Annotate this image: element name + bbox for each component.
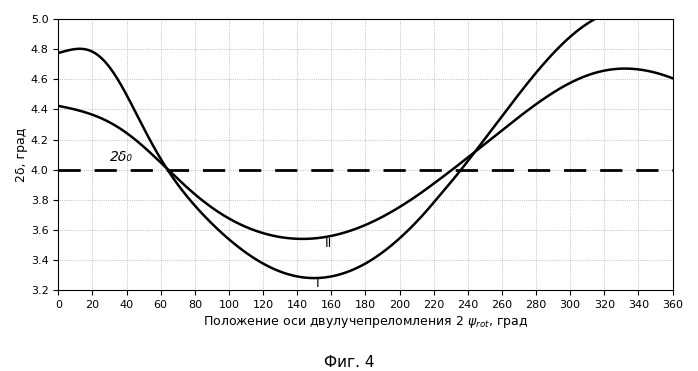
Text: I: I bbox=[316, 277, 320, 290]
X-axis label: Положение оси двулучепреломления 2 $\psi_{rot}$, град: Положение оси двулучепреломления 2 $\psi… bbox=[202, 314, 528, 330]
Text: Фиг. 4: Фиг. 4 bbox=[324, 355, 374, 370]
Text: 2δ₀: 2δ₀ bbox=[110, 150, 133, 164]
Y-axis label: 2δ, град: 2δ, град bbox=[15, 127, 28, 182]
Text: II: II bbox=[325, 237, 332, 250]
